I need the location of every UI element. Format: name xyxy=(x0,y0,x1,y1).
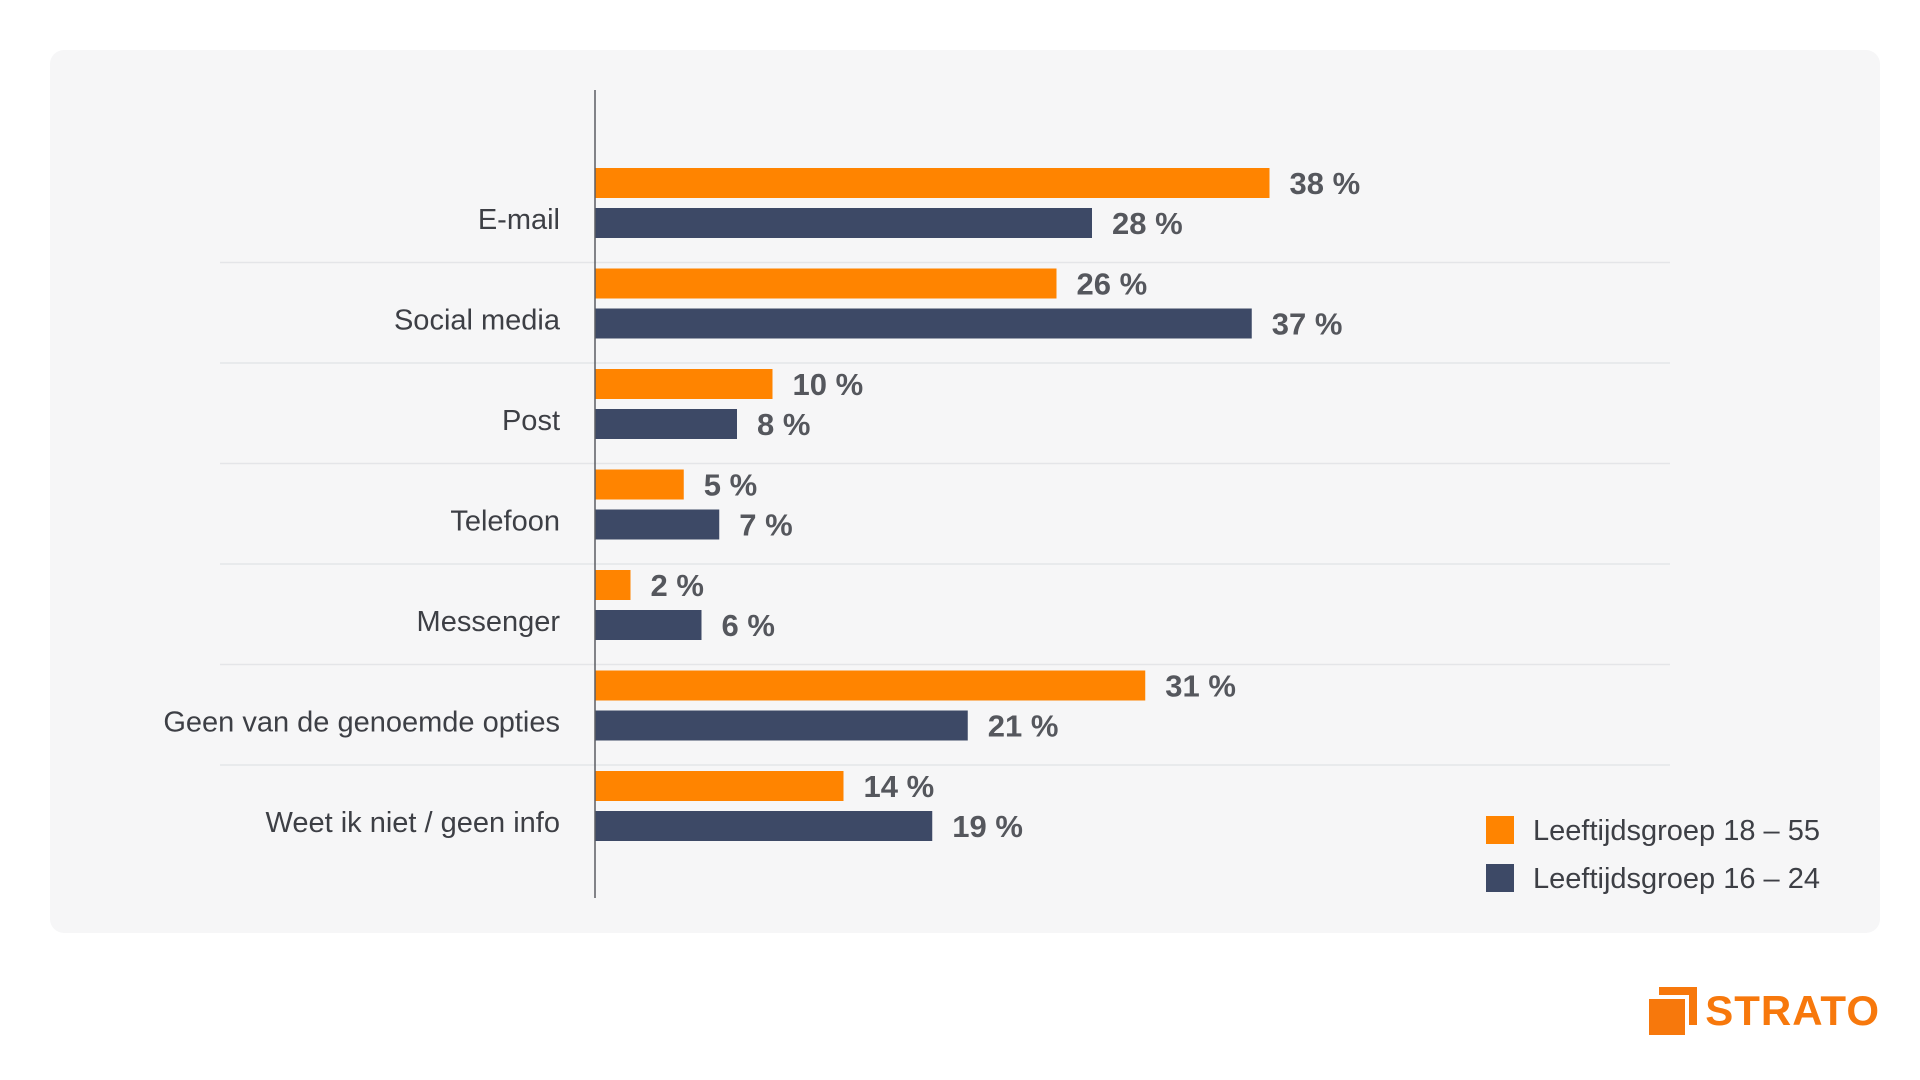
bar xyxy=(595,610,702,640)
category-label: Messenger xyxy=(417,606,561,638)
value-label: 31 % xyxy=(1165,669,1236,704)
value-label: 7 % xyxy=(739,508,792,543)
value-label: 10 % xyxy=(793,367,864,402)
bar xyxy=(595,208,1092,238)
legend-label: Leeftijdsgroep 16 – 24 xyxy=(1533,863,1820,895)
legend-swatch xyxy=(1486,864,1514,892)
bar xyxy=(595,369,773,399)
brand-name: STRATO xyxy=(1705,987,1880,1034)
value-label: 19 % xyxy=(952,809,1023,844)
value-label: 14 % xyxy=(864,769,935,804)
category-label: Geen van de genoemde opties xyxy=(163,707,560,739)
chart-panel: E-mail 38 % 28 % Social media 26 % 37 % Post 10… xyxy=(50,50,1880,933)
category-label: Weet ik niet / geen info xyxy=(266,807,560,839)
value-label: 26 % xyxy=(1077,267,1148,302)
category-label: Telefoon xyxy=(450,506,560,538)
bar-chart: E-mail 38 % 28 % Social media 26 % 37 % Post 10… xyxy=(163,90,1820,898)
legend-label: Leeftijdsgroep 18 – 55 xyxy=(1533,815,1820,847)
bar xyxy=(595,168,1270,198)
value-label: 21 % xyxy=(988,709,1059,744)
value-label: 6 % xyxy=(722,608,775,643)
value-label: 37 % xyxy=(1272,307,1343,342)
bar xyxy=(595,670,1146,701)
strato-logo: STRATO xyxy=(1649,987,1880,1035)
bar xyxy=(595,469,684,500)
bar xyxy=(595,409,737,439)
value-label: 8 % xyxy=(757,407,810,442)
bar xyxy=(595,509,720,540)
value-label: 2 % xyxy=(651,568,704,603)
category-label: Post xyxy=(502,405,560,437)
strato-logo-icon xyxy=(1649,987,1698,1035)
bar xyxy=(595,811,933,841)
value-label: 28 % xyxy=(1112,206,1183,241)
bar xyxy=(595,268,1057,299)
bar xyxy=(595,710,968,741)
category-label: E-mail xyxy=(478,204,560,236)
category-label: Social media xyxy=(394,305,561,337)
value-label: 38 % xyxy=(1290,166,1361,201)
bar xyxy=(595,771,844,801)
bar xyxy=(595,308,1252,339)
bar xyxy=(595,570,631,600)
legend-swatch xyxy=(1486,816,1514,844)
value-label: 5 % xyxy=(704,468,757,503)
